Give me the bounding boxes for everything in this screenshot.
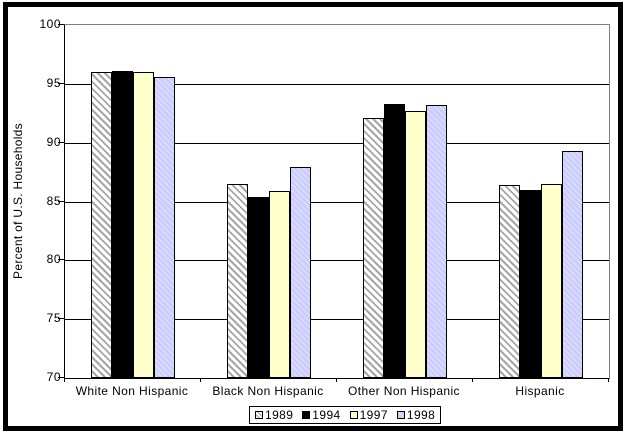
chart-frame: Percent of U.S. Households 100 95 90 85 80 75… [3, 2, 623, 431]
legend-item: 1998 [396, 408, 436, 422]
y-tick-label: 100 [39, 17, 61, 31]
bar-1989 [499, 185, 520, 378]
x-category-label: Other Non Hispanic [348, 384, 460, 398]
x-axis-tick [608, 378, 609, 382]
x-axis-tick [200, 378, 201, 382]
x-axis-tick [336, 378, 337, 382]
y-axis-tick [58, 83, 64, 84]
bar-1989 [363, 118, 384, 378]
bar-1997 [269, 191, 290, 378]
legend: 1989 1994 1997 1998 [249, 406, 442, 424]
legend-label: 1998 [406, 408, 436, 422]
y-axis-tick [58, 142, 64, 143]
y-axis-tick [58, 201, 64, 202]
legend-item: 1989 [255, 408, 293, 422]
y-gridline [65, 84, 609, 85]
y-gridline [65, 260, 609, 261]
y-tick-label: 80 [46, 252, 61, 266]
y-tick-label: 95 [46, 76, 61, 90]
y-axis-tick [58, 318, 64, 319]
y-axis-tick [58, 377, 64, 378]
y-tick-label: 75 [46, 311, 61, 325]
legend-swatch-1998 [396, 411, 405, 419]
x-axis-tick [64, 378, 65, 382]
bar-1994 [248, 197, 269, 378]
y-tick-label: 90 [46, 135, 61, 149]
bar-1989 [227, 184, 248, 378]
legend-label: 1989 [265, 408, 294, 422]
bar-1997 [541, 184, 562, 378]
bar-1998 [562, 151, 583, 378]
y-axis-tick [58, 24, 64, 25]
legend-item: 1997 [349, 408, 388, 422]
bar-1998 [290, 167, 311, 378]
bar-1998 [426, 105, 447, 378]
legend-swatch-1997 [349, 411, 358, 419]
bar-1997 [133, 72, 154, 378]
bar-1994 [112, 71, 133, 378]
x-category-label: Hispanic [515, 384, 565, 398]
bar-1997 [405, 111, 426, 378]
y-tick-label: 70 [46, 370, 61, 384]
x-axis-tick [472, 378, 473, 382]
legend-swatch-1994 [302, 411, 311, 419]
bar-1994 [520, 190, 541, 378]
bar-1998 [154, 77, 175, 378]
y-tick-label: 85 [46, 194, 61, 208]
legend-item: 1994 [302, 408, 340, 422]
plot-area [64, 24, 610, 379]
legend-label: 1994 [312, 408, 341, 422]
y-gridline [65, 143, 609, 144]
y-gridline [65, 319, 609, 320]
x-category-label: White Non Hispanic [75, 384, 189, 398]
y-gridline [65, 202, 609, 203]
y-axis-tick [58, 259, 64, 260]
legend-swatch-1989 [255, 411, 263, 419]
x-category-label: Black Non Hispanic [212, 384, 324, 398]
legend-label: 1997 [359, 408, 388, 422]
bar-1989 [91, 72, 112, 378]
bar-1994 [384, 104, 405, 378]
